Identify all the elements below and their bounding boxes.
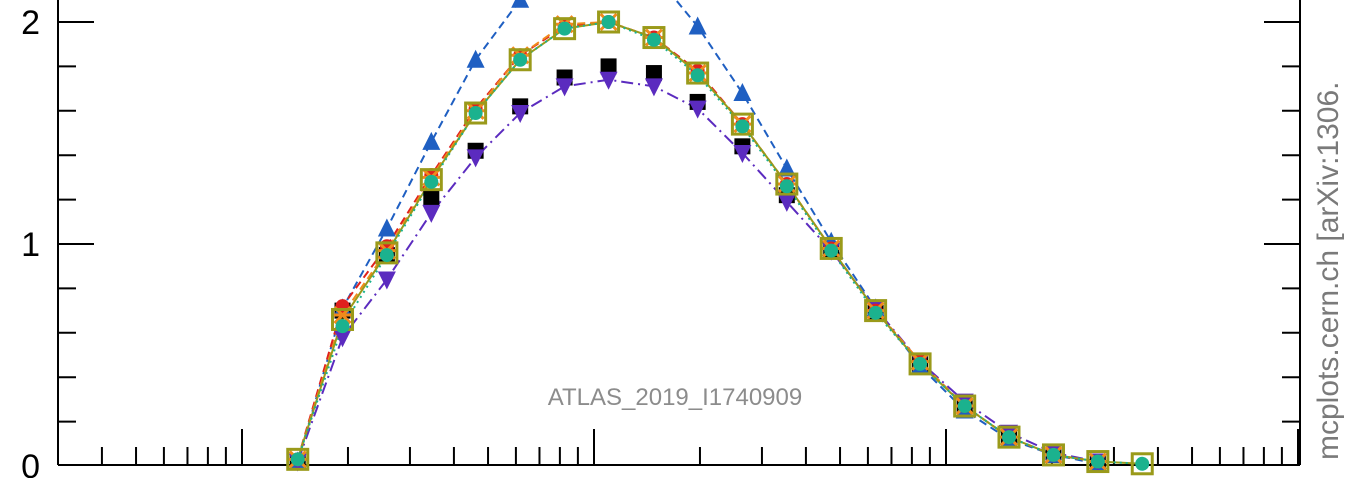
- data-point: [464, 101, 488, 125]
- data-point: [953, 394, 977, 418]
- data-point: [333, 329, 352, 348]
- data-point: [644, 78, 663, 97]
- data-point: [1086, 450, 1110, 474]
- data-point: [553, 17, 577, 41]
- data-point: [601, 15, 616, 29]
- data-point: [466, 49, 485, 68]
- data-point: [1046, 447, 1061, 462]
- data-point: [688, 16, 707, 35]
- data-point: [868, 305, 883, 320]
- data-point: [1090, 454, 1105, 469]
- data-point: [688, 100, 707, 119]
- data-point: [686, 61, 710, 85]
- data-point: [777, 158, 796, 177]
- data-point: [600, 58, 617, 75]
- data-point: [377, 271, 396, 290]
- data-point: [775, 172, 799, 196]
- data-point: [511, 105, 530, 124]
- data-point: [645, 65, 662, 82]
- data-point: [824, 243, 839, 258]
- data-point: [422, 131, 441, 150]
- data-point: [735, 119, 750, 134]
- series-markers: [286, 0, 1154, 476]
- data-point: [733, 83, 752, 102]
- y-tick-label: 2: [21, 4, 40, 42]
- data-point: [1130, 452, 1154, 476]
- data-point: [642, 26, 666, 50]
- data-point: [819, 236, 843, 260]
- data-point: [508, 48, 532, 72]
- y-tick-label: 1: [21, 226, 40, 264]
- data-point: [690, 68, 705, 83]
- data-point: [290, 452, 305, 467]
- data-point: [466, 149, 485, 168]
- axis-ticks: 0 1 2: [21, 4, 1300, 478]
- mcplots-watermark: mcplots.cern.ch [arXiv:1306.: [1312, 81, 1345, 460]
- data-point: [513, 52, 528, 67]
- data-point: [997, 425, 1021, 449]
- data-point: [419, 168, 443, 192]
- analysis-annotation: ATLAS_2019_I1740909: [548, 384, 802, 411]
- y-tick-label: 0: [21, 448, 40, 478]
- data-point: [424, 174, 439, 189]
- data-point: [423, 189, 440, 206]
- data-point: [1001, 430, 1016, 445]
- data-point: [1135, 456, 1150, 471]
- data-point: [597, 10, 621, 34]
- data-point: [864, 299, 888, 323]
- data-point: [908, 352, 932, 376]
- data-point: [375, 241, 399, 265]
- data-point: [511, 0, 530, 8]
- data-point: [733, 144, 752, 163]
- data-point: [286, 447, 310, 471]
- data-point: [779, 179, 794, 194]
- data-point: [957, 399, 972, 414]
- data-point: [646, 32, 661, 47]
- data-point: [422, 204, 441, 223]
- data-point: [913, 356, 928, 371]
- data-point: [557, 21, 572, 36]
- data-point: [468, 106, 483, 121]
- data-point: [379, 248, 394, 263]
- data-point: [335, 319, 350, 334]
- data-point: [1041, 443, 1065, 467]
- data-point: [730, 112, 754, 136]
- data-point: [599, 71, 618, 90]
- data-point: [555, 78, 574, 97]
- data-point: [377, 218, 396, 237]
- data-point: [777, 193, 796, 212]
